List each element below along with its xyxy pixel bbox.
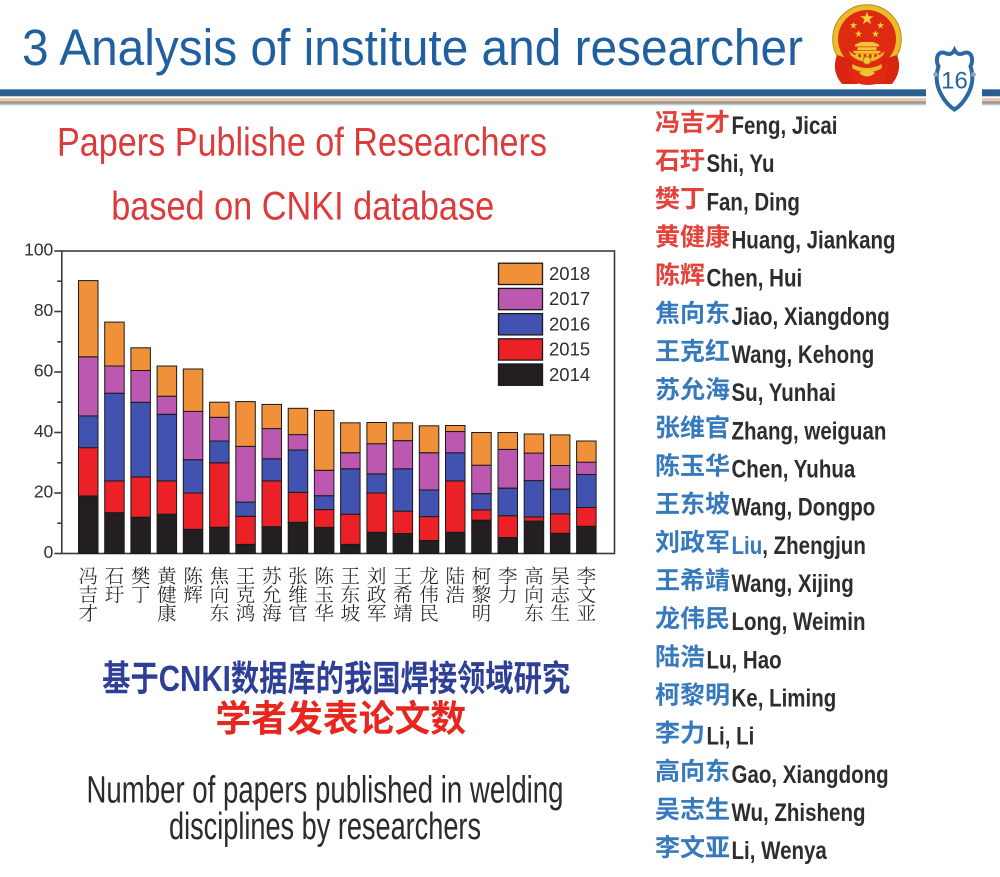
svg-text:Zhang, weiguan: Zhang, weiguan	[732, 416, 887, 444]
svg-text:Gao, Xiangdong: Gao, Xiangdong	[732, 760, 889, 788]
svg-text:Lu, Hao: Lu, Hao	[707, 645, 782, 673]
svg-text:Liu, Zhengjun: Liu, Zhengjun	[732, 531, 866, 559]
svg-text:based on CNKI database: based on CNKI database	[111, 185, 494, 229]
svg-text:60: 60	[34, 361, 54, 381]
svg-text:Number of papers published in: Number of papers published in welding	[87, 770, 564, 812]
svg-text:3 Analysis of institute and re: 3 Analysis of institute and researcher	[22, 19, 803, 76]
svg-text:Wang, Xijing: Wang, Xijing	[732, 569, 854, 597]
svg-text:2017: 2017	[549, 288, 590, 309]
svg-text:disciplines by researchers: disciplines by researchers	[169, 806, 481, 848]
svg-text:2018: 2018	[549, 263, 590, 284]
svg-text:Long, Weimin: Long, Weimin	[732, 607, 866, 635]
svg-text:Li, Wenya: Li, Wenya	[732, 836, 828, 864]
svg-text:2015: 2015	[549, 339, 590, 360]
svg-text:Wu, Zhisheng: Wu, Zhisheng	[732, 798, 866, 826]
svg-text:Fan, Ding: Fan, Ding	[707, 187, 800, 215]
svg-text:Shi, Yu: Shi, Yu	[707, 149, 775, 177]
svg-text:Huang, Jiankang: Huang, Jiankang	[732, 226, 896, 254]
svg-text:16: 16	[941, 68, 968, 95]
svg-text:Chen, Yuhua: Chen, Yuhua	[732, 455, 856, 483]
svg-text:80: 80	[34, 300, 54, 320]
svg-text:0: 0	[44, 542, 54, 562]
svg-text:Feng, Jicai: Feng, Jicai	[732, 111, 838, 139]
svg-text:Su, Yunhai: Su, Yunhai	[732, 378, 836, 406]
svg-text:2014: 2014	[549, 364, 590, 385]
svg-text:Li, Li: Li, Li	[707, 722, 755, 750]
svg-text:Wang, Kehong: Wang, Kehong	[732, 340, 875, 368]
svg-text:Ke, Liming: Ke, Liming	[732, 684, 837, 712]
svg-text:CNKI: CNKI	[159, 659, 231, 699]
svg-text:2016: 2016	[549, 313, 590, 334]
svg-text:Wang, Dongpo: Wang, Dongpo	[732, 493, 876, 521]
svg-text:Chen, Hui: Chen, Hui	[707, 264, 803, 292]
svg-text:20: 20	[34, 482, 54, 502]
svg-text:40: 40	[34, 421, 54, 441]
svg-text:Papers Publishe of Researchers: Papers Publishe of Researchers	[57, 121, 547, 165]
svg-text:100: 100	[24, 240, 53, 260]
svg-text:Jiao, Xiangdong: Jiao, Xiangdong	[732, 302, 890, 330]
